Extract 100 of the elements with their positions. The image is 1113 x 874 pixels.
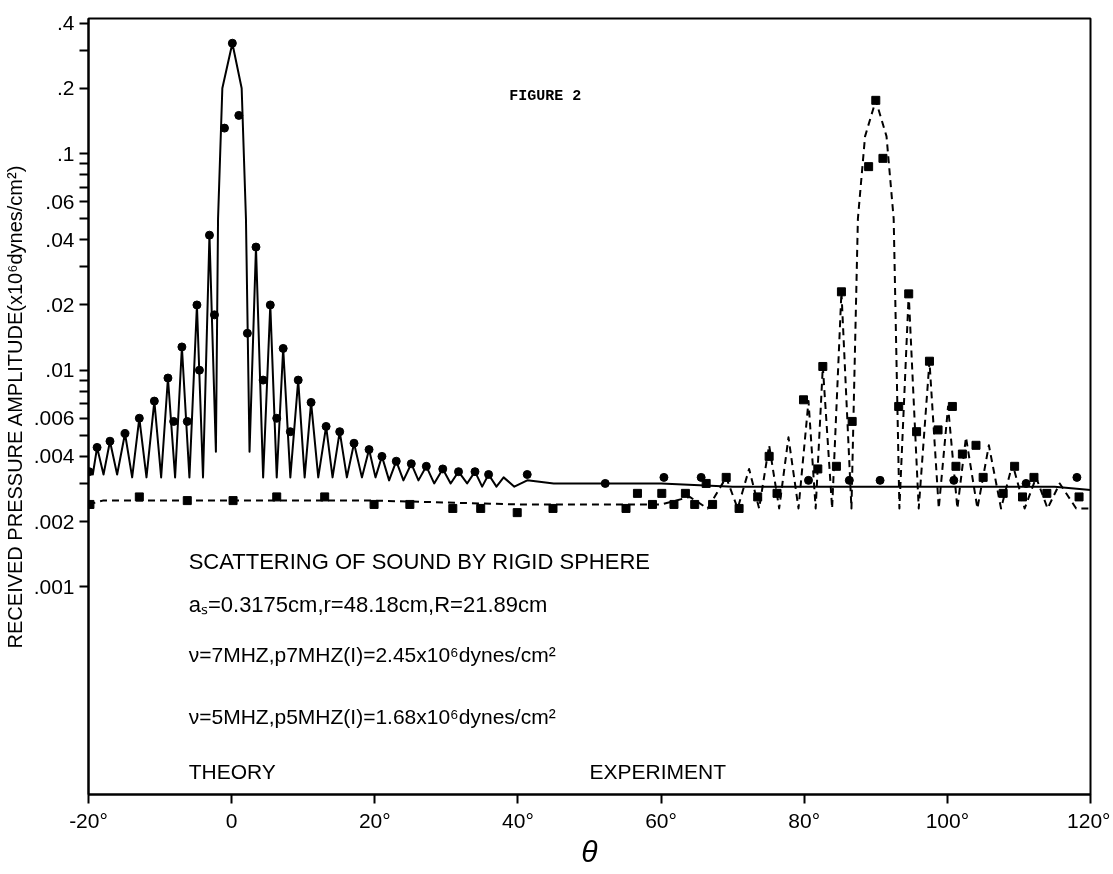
point: [177, 342, 187, 352]
point: [971, 440, 981, 450]
point: [258, 375, 268, 385]
point: [512, 508, 522, 518]
x-tick-label: 20°: [358, 808, 391, 832]
point: [1010, 461, 1020, 471]
point: [169, 416, 179, 426]
point: [476, 503, 486, 513]
point: [369, 499, 379, 509]
point: [182, 416, 192, 426]
point: [813, 464, 823, 474]
y-tick-label: .006: [33, 406, 75, 430]
point: [335, 427, 345, 437]
point: [701, 478, 711, 488]
point: [454, 467, 464, 477]
x-tick-label: 80°: [788, 808, 821, 832]
point: [831, 461, 841, 471]
text: aₛ=0.3175cm,r=48.18cm,R=21.89cm: [188, 591, 548, 617]
point: [92, 442, 102, 452]
point: [600, 478, 610, 488]
point: [272, 413, 282, 423]
point: [957, 449, 967, 459]
point: [904, 289, 914, 299]
point: [871, 95, 881, 105]
point: [134, 492, 144, 502]
point: [1042, 488, 1052, 498]
point: [632, 488, 642, 498]
point: [875, 475, 885, 485]
y-tick-label: .001: [33, 574, 75, 598]
point: [219, 123, 229, 133]
point: [484, 469, 494, 479]
point: [659, 472, 669, 482]
point: [753, 492, 763, 502]
point: [120, 429, 130, 439]
point: [680, 488, 690, 498]
point: [657, 488, 667, 498]
y-tick-label: .004: [33, 444, 75, 468]
point: [522, 469, 532, 479]
point: [234, 110, 244, 120]
x-axis-title: θ: [581, 834, 599, 868]
point: [949, 475, 959, 485]
point: [764, 451, 774, 461]
point: [242, 328, 252, 338]
y-tick-label: .02: [45, 292, 75, 316]
point: [847, 416, 857, 426]
point: [708, 499, 718, 509]
point: [1021, 478, 1031, 488]
point: [391, 456, 401, 466]
point: [321, 421, 331, 431]
point: [163, 373, 173, 383]
x-tick-label: 100°: [925, 808, 970, 832]
point: [320, 492, 330, 502]
point: [364, 445, 374, 455]
point: [349, 438, 359, 448]
point: [251, 242, 261, 252]
point: [548, 503, 558, 513]
y-axis-title: RECEIVED PRESSURE AMPLITUDE(x10⁶dynes/cm²): [3, 165, 26, 649]
point: [306, 397, 316, 407]
point: [772, 488, 782, 498]
annotation: FIGURE 2: [509, 87, 582, 105]
annotation: EXPERIMENT: [589, 759, 727, 783]
point: [149, 396, 159, 406]
x-tick-label: 0: [225, 808, 238, 832]
point: [878, 153, 888, 163]
point: [799, 395, 808, 405]
point: [405, 499, 415, 509]
point: [844, 475, 854, 485]
point: [647, 499, 657, 509]
point: [192, 300, 202, 310]
point: [951, 461, 961, 471]
point: [696, 472, 706, 482]
text: SCATTERING OF SOUND BY RIGID SPHERE: [188, 549, 650, 575]
x-tick-label: 120°: [1067, 808, 1111, 832]
y-tick-label: .01: [45, 358, 75, 382]
point: [818, 361, 828, 371]
point: [285, 427, 295, 437]
point: [621, 503, 631, 513]
point: [804, 475, 814, 485]
point: [377, 451, 387, 461]
y-tick-label: .2: [56, 76, 75, 100]
point: [1018, 492, 1028, 502]
point: [228, 496, 238, 506]
annotation: ν=7MHZ,p7MHZ(I)=2.45x10⁶dynes/cm²: [188, 643, 556, 667]
y-tick-label: .002: [33, 509, 75, 533]
point: [448, 503, 458, 513]
point: [933, 425, 943, 435]
x-tick-label: 60°: [645, 808, 677, 832]
x-tick-label: 40°: [502, 808, 534, 832]
point: [421, 461, 431, 471]
point: [134, 413, 144, 423]
y-tick-label: .1: [56, 141, 75, 165]
y-tick-label: .06: [45, 189, 75, 213]
point: [836, 287, 846, 297]
point: [912, 427, 922, 437]
point: [227, 38, 237, 48]
point: [864, 162, 874, 172]
point: [1029, 472, 1039, 482]
point: [406, 459, 416, 469]
point: [293, 375, 303, 385]
point: [978, 472, 988, 482]
